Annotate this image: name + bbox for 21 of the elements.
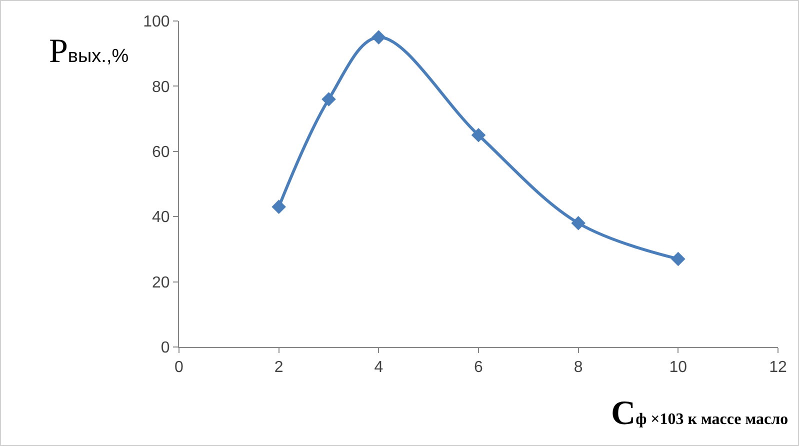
x-tick-label: 4 xyxy=(374,359,384,376)
point xyxy=(671,252,686,266)
y-tick-label: 60 xyxy=(152,144,170,161)
point xyxy=(322,92,336,106)
point xyxy=(571,216,586,230)
x-tick-label: 10 xyxy=(669,359,688,376)
y-axis-title: Pвых.,% xyxy=(49,33,129,70)
y-tick-label: 40 xyxy=(152,209,170,226)
x-tick-label: 12 xyxy=(769,359,787,376)
x-tick-label: 6 xyxy=(474,359,484,376)
point xyxy=(272,200,286,214)
x-tick-label: 8 xyxy=(574,359,583,376)
y-tick-label: 100 xyxy=(143,14,170,31)
x-tick-label: 0 xyxy=(174,359,184,376)
point xyxy=(471,128,486,142)
y-tick-label: 0 xyxy=(160,340,170,357)
x-tick-label: 2 xyxy=(274,359,284,376)
y-tick-label: 80 xyxy=(152,78,170,96)
point xyxy=(372,30,386,44)
y-tick-label: 20 xyxy=(152,274,170,292)
x-axis-title: Cф ×103 к массе масло xyxy=(611,395,788,432)
